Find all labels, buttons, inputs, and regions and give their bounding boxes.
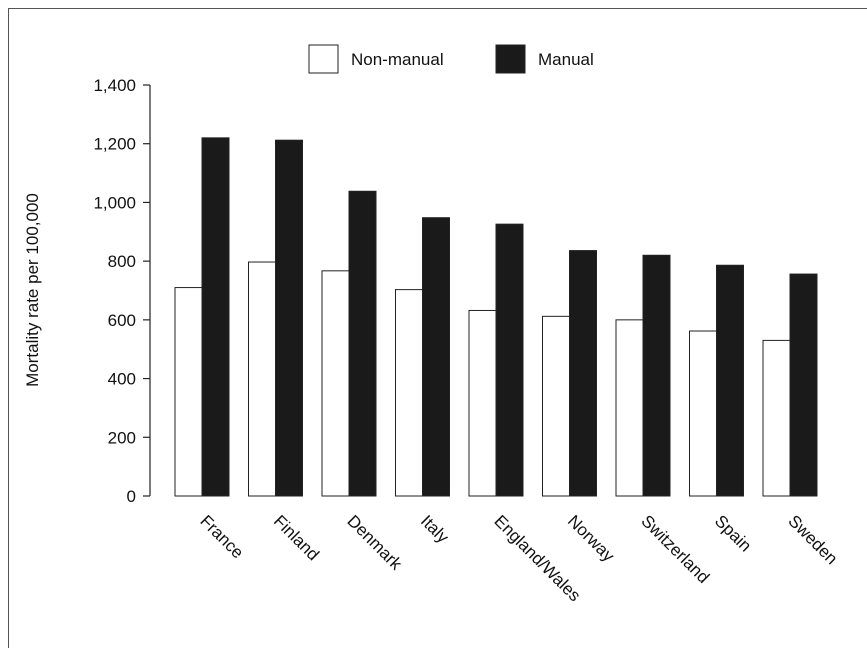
bars (174, 137, 818, 497)
bar-non-manual (468, 309, 497, 497)
y-tick-label: 400 (108, 370, 136, 389)
chart-frame (8, 8, 867, 648)
y-tick-label: 200 (108, 428, 136, 447)
legend: Non-manual Manual (308, 44, 594, 74)
x-tick-label: France (196, 511, 247, 562)
bar-non-manual (762, 339, 791, 497)
y-tick-label: 600 (108, 311, 136, 330)
legend-label: Non-manual (351, 50, 444, 69)
bar-non-manual (542, 315, 570, 497)
bar-non-manual (689, 330, 717, 497)
y-axis-label: Mortality rate per 100,000 (23, 193, 42, 387)
legend-swatch (495, 44, 526, 74)
bar-chart: Mortality rate per 100,000 Non-manual Man… (23, 44, 841, 605)
y-tick-label: 1,000 (93, 193, 136, 212)
y-tick-label: 800 (108, 252, 136, 271)
x-axis-labels: France Finland Denmark Italy England/WalesNo… (196, 511, 841, 605)
y-tick-label: 1,400 (93, 76, 136, 95)
x-tick-label: Sweden (784, 511, 841, 568)
bar-manual (348, 190, 377, 497)
bar-manual (275, 139, 303, 497)
bar-non-manual (395, 289, 423, 497)
x-tick-label: Spain (711, 511, 755, 555)
x-tick-label: Finland (270, 511, 323, 564)
y-tick-label: 0 (127, 487, 136, 506)
bar-manual (569, 250, 597, 497)
bar-manual (201, 137, 230, 497)
bar-manual (789, 273, 818, 497)
x-tick-label: Switzerland (637, 511, 713, 587)
bar-manual (642, 254, 671, 497)
y-axis: 0 200 400 600 800 1,000 1,200 1,400 (93, 76, 151, 506)
x-tick-label: Italy (417, 511, 453, 547)
x-tick-label: Norway (564, 511, 619, 566)
bar-non-manual (174, 287, 203, 497)
bar-non-manual (248, 261, 276, 497)
bar-manual (422, 217, 450, 497)
x-tick-label: Denmark (343, 511, 406, 574)
bar-manual (495, 223, 524, 497)
bar-non-manual (321, 270, 350, 497)
bar-manual (716, 264, 744, 497)
y-tick-label: 1,200 (93, 135, 136, 154)
legend-label: Manual (538, 50, 594, 69)
legend-swatch (308, 44, 339, 74)
bar-non-manual (615, 319, 644, 497)
